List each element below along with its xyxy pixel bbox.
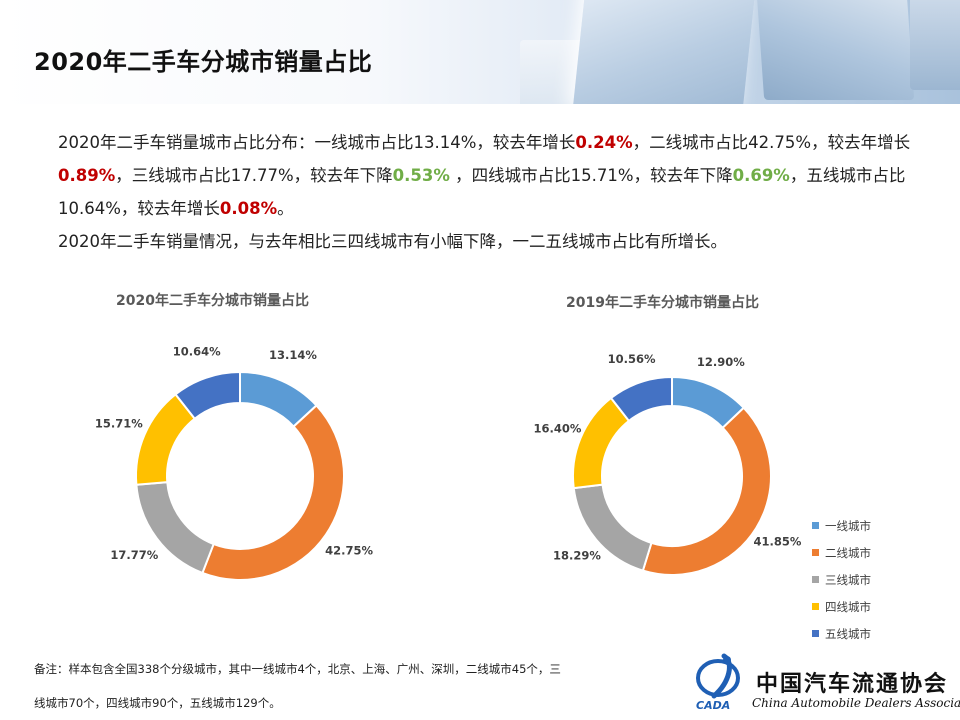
header-banner <box>0 0 960 104</box>
description-segment: ，二线城市占比42.75%，较去年增长 <box>632 133 911 152</box>
data-label-2020-3: 17.77% <box>110 548 158 562</box>
banner-decoration <box>910 0 960 90</box>
legend-label: 一线城市 <box>825 518 871 533</box>
cada-logo: CADA 中国汽车流通协会 China Automobile Dealers A… <box>694 652 960 716</box>
cada-logo-icon: CADA <box>696 653 740 712</box>
data-label-2020-4: 15.71% <box>95 417 143 431</box>
donut-slice-2020-2 <box>201 404 345 581</box>
donut-slice-2019-5 <box>609 375 673 423</box>
page-title: 2020年二手车分城市销量占比 <box>34 48 373 76</box>
legend-label: 二线城市 <box>825 545 871 560</box>
legend-swatch <box>812 549 819 556</box>
data-label-2020-5: 10.64% <box>173 344 221 358</box>
legend-label: 五线城市 <box>825 626 871 641</box>
description-segment: ，五线城市占比10.64%，较去年增长 <box>58 166 906 218</box>
description-paragraph-2: 2020年二手车销量情况，与去年相比三四线城市有小幅下降，一二五线城市占比有所增… <box>58 232 727 251</box>
data-label-2019-4: 16.40% <box>533 422 581 436</box>
legend-swatch <box>812 576 819 583</box>
data-label-2020-1: 13.14% <box>269 348 317 362</box>
legend-item: 一线城市 <box>812 512 871 539</box>
chart-legend: 一线城市 二线城市 三线城市 四线城市 五线城市 <box>812 512 871 647</box>
legend-swatch <box>812 522 819 529</box>
data-label-2019-3: 18.29% <box>553 549 601 563</box>
legend-item: 三线城市 <box>812 566 871 593</box>
footnote-line: 线城市70个，四线城市90个，五线城市129个。 <box>34 696 281 710</box>
description-segment: 。 <box>277 199 294 218</box>
description-paragraph-1: 2020年二手车销量城市占比分布：一线城市占比13.14%，较去年增长0.24%… <box>58 126 930 225</box>
legend-swatch <box>812 630 819 637</box>
increase-value: 0.08% <box>219 199 278 218</box>
chart-title-2019: 2019年二手车分城市销量占比 <box>566 295 759 311</box>
decrease-value: 0.53% <box>392 166 450 185</box>
description-text: 2020年二手车销量城市占比分布：一线城市占比13.14%，较去年增长0.24%… <box>58 126 930 258</box>
data-label-2019-2: 41.85% <box>753 534 801 548</box>
legend-item: 五线城市 <box>812 620 871 647</box>
logo-chinese-name: 中国汽车流通协会 <box>756 671 949 697</box>
legend-item: 四线城市 <box>812 593 871 620</box>
legend-item: 二线城市 <box>812 539 871 566</box>
donut-slice-2019-2 <box>641 406 772 576</box>
description-segment: ，三线城市占比17.77%，较去年下降 <box>115 166 393 185</box>
donut-slice-2020-5 <box>174 370 241 421</box>
description-segment: ，四线城市占比15.71%，较去年下降 <box>449 166 733 185</box>
data-label-2019-1: 12.90% <box>697 355 745 369</box>
data-label-2020-2: 42.75% <box>325 543 373 557</box>
description-segment: 2020年二手车销量城市占比分布：一线城市占比13.14%，较去年增长 <box>58 133 576 152</box>
logo-mark-text: CADA <box>696 699 730 712</box>
footnote-line: 备注：样本包含全国338个分级城市，其中一线城市4个，北京、上海、广州、深圳，二… <box>34 662 561 676</box>
legend-swatch <box>812 603 819 610</box>
decrease-value: 0.69% <box>732 166 790 185</box>
footnote: 备注：样本包含全国338个分级城市，其中一线城市4个，北京、上海、广州、深圳，二… <box>34 652 644 720</box>
logo-english-name: China Automobile Dealers Association <box>752 696 960 710</box>
increase-value: 0.89% <box>58 166 116 185</box>
legend-label: 三线城市 <box>825 572 871 587</box>
legend-label: 四线城市 <box>825 599 871 614</box>
increase-value: 0.24% <box>575 133 633 152</box>
chart-title-2020: 2020年二手车分城市销量占比 <box>116 293 309 309</box>
data-label-2019-5: 10.56% <box>608 352 656 366</box>
